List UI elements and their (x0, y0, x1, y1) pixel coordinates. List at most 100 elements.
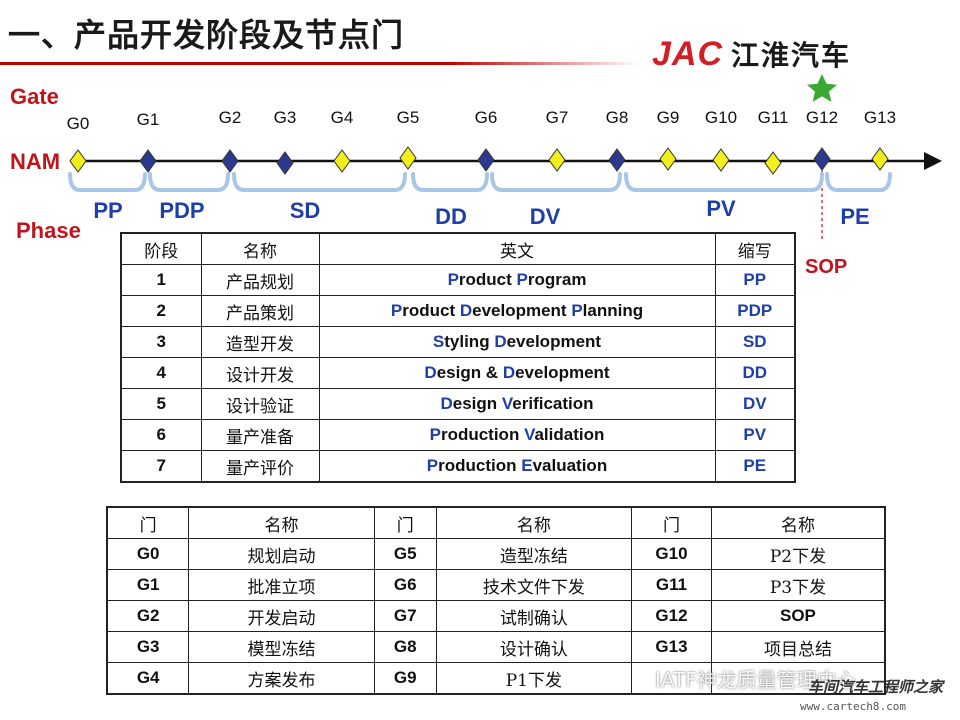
phase-abbreviation: PDP (714, 295, 796, 327)
gate-label-g2: G2 (218, 108, 242, 127)
gate-label-g12: G12 (805, 108, 839, 127)
phase-label-dv: DV (529, 204, 561, 229)
phase-number: 2 (120, 295, 202, 327)
phase-name-cn: 造型开发 (200, 326, 320, 358)
gate-id-cell: G6 (373, 569, 437, 601)
table-row: G2 开发启动 G7 试制确认 G12 SOP (106, 600, 886, 632)
wechat-watermark: IATF神龙质量管理中心 (655, 668, 857, 692)
gate-label-g3: G3 (273, 108, 297, 127)
gate-id-cell (631, 662, 712, 695)
phase-label-pdp: PDP (159, 198, 205, 223)
phase-abbreviation: SD (714, 326, 796, 358)
phase-table-header-cell: 英文 (318, 232, 716, 265)
gate-marker-g4 (333, 149, 351, 173)
gate-table-header-cell: 门 (106, 506, 190, 539)
gate-name-cell: 方案发布 (188, 662, 375, 695)
table-row: 1 产品规划 Product Program PP (120, 264, 796, 296)
gate-table-header-cell: 名称 (188, 506, 375, 539)
phase-number: 6 (120, 419, 202, 451)
gate-id-cell: G9 (373, 662, 437, 695)
gate-label-g6: G6 (474, 108, 498, 127)
phase-bracket-pdp (148, 172, 230, 192)
phase-label-sd: SD (289, 198, 321, 223)
table-row: 4 设计开发 Design & Development DD (120, 357, 796, 389)
page-title: 一、产品开发阶段及节点门 (8, 16, 405, 54)
site-watermark: 车间汽车工程师之家 (808, 678, 944, 696)
gate-label-g10: G10 (704, 108, 738, 127)
gate-marker-g2 (221, 149, 239, 173)
gate-label-g8: G8 (605, 108, 629, 127)
phase-table: 阶段 名称 英文 缩写 1 产品规划 Product Program PP 2 产品策划 Produ… (120, 232, 796, 483)
phase-number: 7 (120, 450, 202, 483)
phase-name-en: Styling Development (318, 326, 716, 358)
nam-row-label: NAM (10, 149, 61, 174)
gate-id-cell: G0 (106, 538, 190, 570)
phase-table-header-cell: 缩写 (714, 232, 796, 265)
phase-name-en: Product Program (318, 264, 716, 296)
gate-label-g1: G1 (136, 110, 160, 129)
table-row: G1 批准立项 G6 技术文件下发 G11 P3下发 (106, 569, 886, 601)
phase-label-pp: PP (93, 198, 123, 223)
phase-abbreviation: DV (714, 388, 796, 420)
phase-abbreviation: PP (714, 264, 796, 296)
url-watermark: www.cartech8.com (800, 700, 906, 713)
gate-table-header-cell: 门 (373, 506, 437, 539)
phase-bracket-sd (232, 172, 407, 192)
table-row: 6 量产准备 Production Validation PV (120, 419, 796, 451)
gate-table-header-cell: 门 (631, 506, 712, 539)
gate-name-cell: P1下发 (435, 662, 633, 695)
gate-marker-g1 (139, 149, 157, 173)
phase-name-en: Design Verification (318, 388, 716, 420)
gate-id-cell: G8 (373, 631, 437, 663)
gate-marker-g8 (608, 148, 626, 172)
gate-name-cell: SOP (710, 600, 886, 632)
phase-name-cn: 设计验证 (200, 388, 320, 420)
gate-id-cell: G1 (106, 569, 190, 601)
gate-name-cell: 技术文件下发 (435, 569, 633, 601)
phase-name-en: Design & Development (318, 357, 716, 389)
phase-bracket-pp (68, 172, 147, 192)
phase-bracket-pe (825, 172, 892, 192)
table-row: G0 规划启动 G5 造型冻结 G10 P2下发 (106, 538, 886, 570)
gate-marker-g6 (477, 148, 495, 172)
gate-name-cell (710, 662, 886, 695)
phase-bracket-dd (411, 172, 489, 192)
table-row: G3 模型冻结 G8 设计确认 G13 项目总结 (106, 631, 886, 663)
gate-name-cell: 开发启动 (188, 600, 375, 632)
phase-name-cn: 产品策划 (200, 295, 320, 327)
gate-table: 门名称门名称门名称 G0 规划启动 G5 造型冻结 G10 P2下发 G1 批准立项 G6 技术文件… (106, 506, 886, 695)
table-row: 7 量产评价 Production Evaluation PE (120, 450, 796, 483)
logo-name: 江淮汽车 (731, 39, 852, 72)
gate-name-cell: 试制确认 (435, 600, 633, 632)
gate-name-cell: 设计确认 (435, 631, 633, 663)
gate-label-g4: G4 (330, 108, 354, 127)
timeline-arrowhead (924, 152, 942, 170)
gate-name-cell: 项目总结 (710, 631, 886, 663)
gate-table-header: 门名称门名称门名称 (106, 506, 886, 539)
phase-abbreviation: DD (714, 357, 796, 389)
phase-name-cn: 量产准备 (200, 419, 320, 451)
phase-bracket-pv (624, 172, 824, 192)
phase-name-en: Production Validation (318, 419, 716, 451)
table-row: 2 产品策划 Product Development Planning PDP (120, 295, 796, 327)
phase-number: 3 (120, 326, 202, 358)
gate-id-cell: G7 (373, 600, 437, 632)
gate-marker-g3 (276, 151, 294, 175)
gate-marker-g7 (548, 148, 566, 172)
logo-brand: JAC (652, 34, 724, 73)
phase-number: 5 (120, 388, 202, 420)
gate-name-cell: P3下发 (710, 569, 886, 601)
gate-label-g9: G9 (656, 108, 680, 127)
gate-marker-g13 (871, 147, 889, 171)
title-underline (0, 62, 640, 65)
phase-name-en: Product Development Planning (318, 295, 716, 327)
gate-label-g5: G5 (396, 108, 420, 127)
gate-id-cell: G2 (106, 600, 190, 632)
gate-id-cell: G10 (631, 538, 712, 570)
phase-name-en: Production Evaluation (318, 450, 716, 483)
phase-number: 4 (120, 357, 202, 389)
gate-id-cell: G3 (106, 631, 190, 663)
phase-abbreviation: PV (714, 419, 796, 451)
gate-name-cell: 模型冻结 (188, 631, 375, 663)
gate-marker-g10 (712, 148, 730, 172)
